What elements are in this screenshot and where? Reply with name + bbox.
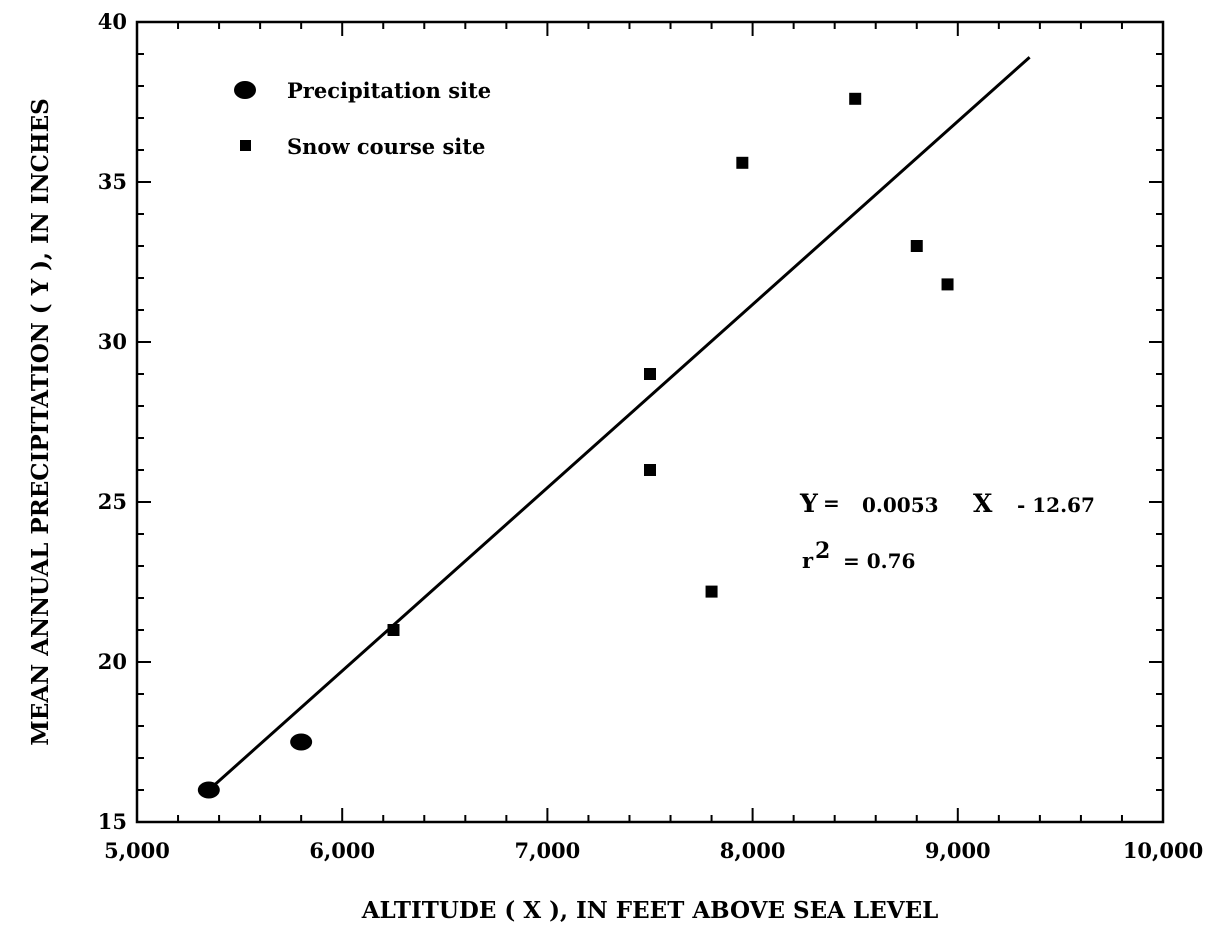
legend-label-snow-course: Snow course site <box>287 134 485 159</box>
snow-course-site-point <box>387 624 400 636</box>
x-tick-label: 9,000 <box>925 838 991 863</box>
snow-course-site-point <box>644 368 656 380</box>
plot-frame <box>135 20 1165 824</box>
snow-course-site-point <box>736 156 749 169</box>
snow-course-site-point <box>941 278 954 291</box>
y-tick-label: 15 <box>98 809 127 834</box>
y-axis-title: MEAN ANNUAL PRECIPITATION ( Y ), IN INCH… <box>27 98 54 746</box>
regression-equation: Y = 0.0053 X - 12.67 <box>799 489 1095 518</box>
snow-course-site-point <box>644 464 656 476</box>
legend-circle-marker <box>234 81 256 99</box>
precipitation-site-point <box>290 733 313 751</box>
equation-y: Y <box>799 489 819 518</box>
equation-equals: = <box>823 491 840 515</box>
legend: Precipitation site Snow course site <box>234 78 491 159</box>
x-tick-label: 5,000 <box>104 838 170 863</box>
precipitation-site-point <box>197 781 220 799</box>
r-squared-exponent: 2 <box>815 538 830 564</box>
x-tick-label: 6,000 <box>309 838 375 863</box>
x-tick-label: 8,000 <box>720 838 786 863</box>
y-tick-labels: 15 20 25 30 35 40 <box>98 9 127 834</box>
equation-x: X <box>973 489 993 518</box>
x-axis-title: ALTITUDE ( X ), IN FEET ABOVE SEA LEVEL <box>361 897 939 924</box>
y-tick-label: 20 <box>98 649 127 674</box>
legend-square-marker <box>240 140 251 151</box>
r-squared-value: = 0.76 <box>843 549 915 573</box>
y-tick-label: 30 <box>98 329 127 354</box>
y-tick-label: 40 <box>98 9 127 34</box>
snow-course-site-point <box>910 240 923 252</box>
snow-course-site-point <box>705 585 718 598</box>
y-tick-label: 35 <box>98 169 127 194</box>
x-tick-label: 10,000 <box>1123 838 1203 863</box>
r-squared: r 2 = 0.76 <box>802 538 915 573</box>
y-tick-label: 25 <box>98 489 127 514</box>
equation-intercept: - 12.67 <box>1017 493 1095 517</box>
snow-course-site-point <box>849 92 862 105</box>
x-tick-labels: 5,000 6,000 7,000 8,000 9,000 10,000 <box>104 838 1203 863</box>
equation-coefficient: 0.0053 <box>862 493 939 517</box>
regression-line <box>207 56 1031 792</box>
axis-ticks <box>136 21 1164 823</box>
x-tick-label: 7,000 <box>515 838 581 863</box>
r-squared-r: r <box>802 548 814 573</box>
data-points <box>197 92 954 799</box>
legend-label-precipitation: Precipitation site <box>287 78 491 103</box>
